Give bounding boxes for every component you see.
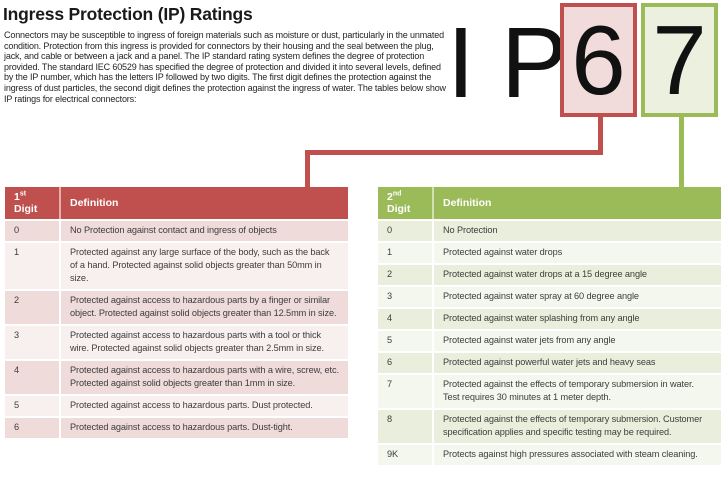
definition-cell: Protected against access to hazardous pa…	[60, 290, 348, 326]
definition-cell: No Protection against contact and ingres…	[60, 220, 348, 243]
table-row: 4 Protected against access to hazardous …	[5, 360, 348, 396]
second-digit-table-header-row: 2nd Digit Definition	[378, 187, 721, 221]
digit-cell: 7	[378, 374, 434, 410]
digit-cell: 8	[378, 409, 434, 445]
table-row: 0 No Protection	[378, 220, 721, 243]
header-number: 2	[387, 191, 393, 203]
ip-letter-i: I	[447, 7, 475, 119]
definition-cell: Protected against water drops	[433, 242, 721, 265]
header-digit-word: Digit	[14, 203, 38, 215]
header-number: 1	[14, 191, 20, 203]
digit-cell: 1	[378, 242, 434, 265]
definition-cell: Protected against water spray at 60 degr…	[433, 286, 721, 309]
digit-cell: 4	[378, 308, 434, 331]
definition-column-header: Definition	[60, 187, 348, 221]
digit-cell: 2	[5, 290, 61, 326]
digit-cell: 6	[5, 417, 61, 440]
second-digit-box: 7	[641, 3, 718, 117]
first-digit-table-header-row: 1st Digit Definition	[5, 187, 348, 221]
definition-column-header: Definition	[433, 187, 721, 221]
table-row: 2 Protected against access to hazardous …	[5, 290, 348, 326]
table-row: 1 Protected against water drops	[378, 242, 721, 265]
table-row: 2 Protected against water drops at a 15 …	[378, 264, 721, 287]
header-ordinal-suffix: st	[19, 190, 27, 198]
first-digit-connector-line-bottom	[305, 150, 310, 188]
table-row: 6 Protected against access to hazardous …	[5, 417, 348, 440]
table-row: 5 Protected against water jets from any …	[378, 330, 721, 353]
digit-cell: 9K	[378, 444, 434, 467]
first-digit-table: 1st Digit Definition 0 No Protection aga…	[5, 187, 348, 440]
table-row: 4 Protected against water splashing from…	[378, 308, 721, 331]
digit-cell: 6	[378, 352, 434, 375]
definition-cell: Protected against access to hazardous pa…	[60, 395, 348, 418]
second-digit-column-header: 2nd Digit	[378, 187, 434, 221]
table-row: 7 Protected against the effects of tempo…	[378, 374, 721, 410]
definition-cell: Protected against the effects of tempora…	[433, 409, 721, 445]
digit-cell: 3	[5, 325, 61, 361]
ip-letter-p: P	[501, 7, 568, 119]
definition-cell: Protected against powerful water jets an…	[433, 352, 721, 375]
digit-cell: 3	[378, 286, 434, 309]
table-row: 3 Protected against access to hazardous …	[5, 325, 348, 361]
table-row: 1 Protected against any large surface of…	[5, 242, 348, 291]
table-row: 5 Protected against access to hazardous …	[5, 395, 348, 418]
table-row: 3 Protected against water spray at 60 de…	[378, 286, 721, 309]
page-title: Ingress Protection (IP) Ratings	[3, 4, 253, 24]
definition-cell: Protected against any large surface of t…	[60, 242, 348, 291]
definition-cell: Protected against the effects of tempora…	[433, 374, 721, 410]
definition-cell: Protected against access to hazardous pa…	[60, 325, 348, 361]
digit-cell: 0	[378, 220, 434, 243]
intro-paragraph: Connectors may be susceptible to ingress…	[4, 30, 446, 104]
table-row: 6 Protected against powerful water jets …	[378, 352, 721, 375]
header-ordinal-suffix: nd	[392, 190, 402, 198]
definition-cell: Protects against high pressures associat…	[433, 444, 721, 467]
header-digit-word: Digit	[387, 203, 411, 215]
digit-cell: 4	[5, 360, 61, 396]
second-digit-connector-line	[679, 116, 684, 188]
definition-cell: Protected against access to hazardous pa…	[60, 417, 348, 440]
definition-cell: No Protection	[433, 220, 721, 243]
table-row: 9K Protects against high pressures assoc…	[378, 444, 721, 467]
second-digit-table: 2nd Digit Definition 0 No Protection 1 P…	[378, 187, 721, 467]
first-digit-column-header: 1st Digit	[5, 187, 61, 221]
table-row: 0 No Protection against contact and ingr…	[5, 220, 348, 243]
digit-cell: 5	[5, 395, 61, 418]
first-digit-connector-line-horizontal	[305, 150, 603, 155]
definition-cell: Protected against water splashing from a…	[433, 308, 721, 331]
digit-cell: 0	[5, 220, 61, 243]
first-digit-connector-line-top	[598, 116, 603, 155]
definition-cell: Protected against access to hazardous pa…	[60, 360, 348, 396]
definition-cell: Protected against water drops at a 15 de…	[433, 264, 721, 287]
second-digit-value: 7	[652, 4, 707, 115]
definition-cell: Protected against water jets from any an…	[433, 330, 721, 353]
first-digit-value: 6	[571, 4, 626, 115]
digit-cell: 1	[5, 242, 61, 291]
table-row: 8 Protected against the effects of tempo…	[378, 409, 721, 445]
digit-cell: 2	[378, 264, 434, 287]
first-digit-box: 6	[560, 3, 637, 117]
digit-cell: 5	[378, 330, 434, 353]
